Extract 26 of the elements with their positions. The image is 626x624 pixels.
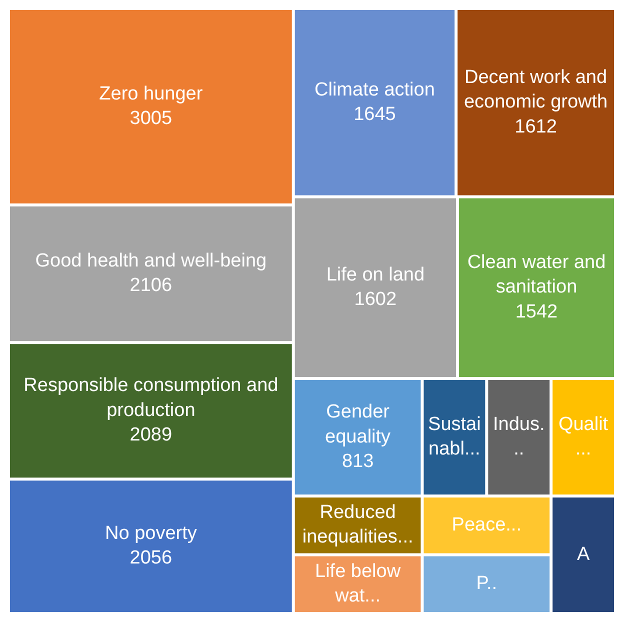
category-label: Sustainabl... (428, 414, 481, 460)
category-label: Decent work and economic growth (464, 66, 608, 113)
data-label: 813 (342, 450, 374, 472)
category-label: Life on land (326, 264, 425, 286)
category-label: Qualit... (558, 414, 609, 460)
category-label: Responsible consumption and production (24, 375, 278, 421)
category-label: Clean water and sanitation (467, 252, 606, 298)
category-label: Climate action (314, 79, 435, 100)
data-label: 1602 (354, 289, 397, 310)
data-label: 2106 (130, 275, 172, 296)
category-label: A (576, 544, 590, 565)
category-label: Reduced inequalities... (302, 502, 414, 548)
category-label: Life below wat... (315, 560, 401, 606)
category-label: Peace... (452, 514, 522, 536)
category-label: Zero hunger (99, 83, 204, 104)
data-label: 1645 (354, 104, 396, 126)
category-label: P.. (476, 573, 498, 594)
category-label: Gender equality (325, 402, 392, 448)
data-label: 3005 (130, 108, 172, 130)
data-label: 1542 (515, 301, 558, 322)
category-label: No poverty (105, 522, 198, 544)
data-label: 2056 (130, 548, 172, 569)
category-label: Indus... (492, 414, 545, 460)
data-label: 1612 (514, 116, 557, 138)
data-label: 2089 (130, 424, 172, 446)
category-label: Good health and well-being (35, 250, 267, 272)
